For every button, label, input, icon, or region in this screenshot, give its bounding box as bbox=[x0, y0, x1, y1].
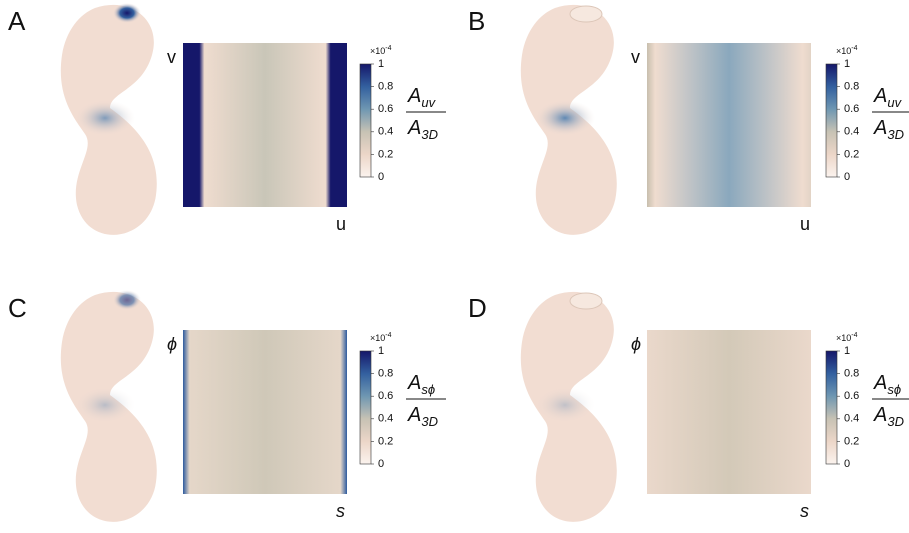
denominator-base: A bbox=[873, 404, 887, 426]
heatmap bbox=[647, 43, 811, 207]
denominator-sub: 3D bbox=[887, 414, 904, 429]
denominator-base: A bbox=[873, 117, 887, 139]
colorbar-exponent: ×10-4 bbox=[370, 45, 392, 56]
colorbar-tick-label: 0.4 bbox=[378, 413, 393, 425]
colorbar-tick-label: 0 bbox=[844, 458, 850, 470]
x-axis-label: u bbox=[336, 214, 346, 234]
denominator: A3D bbox=[407, 404, 438, 429]
denominator: A3D bbox=[407, 117, 438, 142]
colorbar-tick-label: 0.4 bbox=[844, 413, 859, 425]
numerator-sub: uv bbox=[421, 95, 436, 110]
colorbar bbox=[826, 64, 837, 177]
denominator: A3D bbox=[873, 117, 904, 142]
colorbar bbox=[826, 351, 837, 464]
surface-hole bbox=[570, 293, 602, 309]
colorbar-tick-label: 0.2 bbox=[844, 148, 859, 160]
y-axis-label: ϕ bbox=[167, 334, 177, 354]
numerator: Asϕ bbox=[407, 372, 435, 397]
y-axis-label: v bbox=[631, 47, 640, 67]
y-axis-label: v bbox=[167, 47, 176, 67]
surface-neck bbox=[535, 100, 595, 136]
exponent-power: -4 bbox=[385, 45, 391, 52]
x-axis-label: u bbox=[800, 214, 810, 234]
colorbar-tick-label: 0.8 bbox=[844, 368, 859, 380]
colorbar-tick-label: 1 bbox=[844, 58, 850, 70]
colorbar-tick-label: 0.2 bbox=[378, 435, 393, 447]
numerator-sub: uv bbox=[887, 95, 902, 110]
colorbar-exponent: ×10-4 bbox=[836, 45, 858, 56]
surface-hole bbox=[570, 6, 602, 22]
exponent-base: ×10 bbox=[836, 333, 851, 343]
numerator-sub: sϕ bbox=[421, 382, 435, 397]
exponent-power: -4 bbox=[851, 45, 857, 52]
numerator-base: A bbox=[407, 85, 421, 107]
panel-label: C bbox=[8, 293, 27, 323]
surface-neck bbox=[75, 100, 135, 136]
exponent-base: ×10 bbox=[836, 46, 851, 56]
denominator: A3D bbox=[873, 404, 904, 429]
numerator-base: A bbox=[873, 372, 887, 394]
colorbar-tick-label: 0.8 bbox=[378, 368, 393, 380]
denominator-base: A bbox=[407, 117, 421, 139]
colorbar-tick-label: 0 bbox=[378, 458, 384, 470]
colorbar-tick-label: 0.4 bbox=[378, 126, 393, 138]
surface-neck bbox=[75, 387, 135, 423]
colorbar bbox=[360, 64, 371, 177]
heatmap bbox=[183, 43, 347, 207]
colorbar-tick-label: 0.8 bbox=[844, 81, 859, 93]
denominator-sub: 3D bbox=[421, 127, 438, 142]
numerator: Auv bbox=[407, 85, 437, 110]
numerator-base: A bbox=[407, 372, 421, 394]
colorbar bbox=[360, 351, 371, 464]
denominator-sub: 3D bbox=[421, 414, 438, 429]
exponent-base: ×10 bbox=[370, 333, 385, 343]
colorbar-tick-label: 1 bbox=[844, 345, 850, 357]
heatmap bbox=[183, 330, 347, 494]
y-axis-label: ϕ bbox=[631, 334, 641, 354]
colorbar-tick-label: 0.4 bbox=[844, 126, 859, 138]
x-axis-label: s bbox=[800, 501, 809, 521]
colorbar-tick-label: 0.6 bbox=[378, 390, 393, 402]
panel-label: A bbox=[8, 6, 26, 36]
colorbar-tick-label: 0.2 bbox=[378, 148, 393, 160]
colorbar-exponent: ×10-4 bbox=[836, 332, 858, 343]
colorbar-tick-label: 0.8 bbox=[378, 81, 393, 93]
figure: Avu00.20.40.60.81×10-4AuvA3DBvu00.20.40.… bbox=[0, 0, 909, 533]
colorbar-tick-label: 0 bbox=[378, 171, 384, 183]
exponent-power: -4 bbox=[851, 332, 857, 339]
exponent-base: ×10 bbox=[370, 46, 385, 56]
exponent-power: -4 bbox=[385, 332, 391, 339]
panel-label: D bbox=[468, 293, 487, 323]
denominator-sub: 3D bbox=[887, 127, 904, 142]
numerator-sub: sϕ bbox=[887, 382, 901, 397]
colorbar-tick-label: 1 bbox=[378, 58, 384, 70]
colorbar-tick-label: 0.6 bbox=[844, 390, 859, 402]
heatmap bbox=[647, 330, 811, 494]
colorbar-tick-label: 1 bbox=[378, 345, 384, 357]
colorbar-tick-label: 0.2 bbox=[844, 435, 859, 447]
x-axis-label: s bbox=[336, 501, 345, 521]
numerator: Asϕ bbox=[873, 372, 901, 397]
surface-spot bbox=[113, 3, 141, 23]
surface-spot bbox=[113, 290, 141, 310]
numerator: Auv bbox=[873, 85, 903, 110]
colorbar-tick-label: 0.6 bbox=[378, 103, 393, 115]
colorbar-tick-label: 0.6 bbox=[844, 103, 859, 115]
panel-label: B bbox=[468, 6, 485, 36]
surface-neck bbox=[535, 387, 595, 423]
numerator-base: A bbox=[873, 85, 887, 107]
colorbar-tick-label: 0 bbox=[844, 171, 850, 183]
colorbar-exponent: ×10-4 bbox=[370, 332, 392, 343]
denominator-base: A bbox=[407, 404, 421, 426]
